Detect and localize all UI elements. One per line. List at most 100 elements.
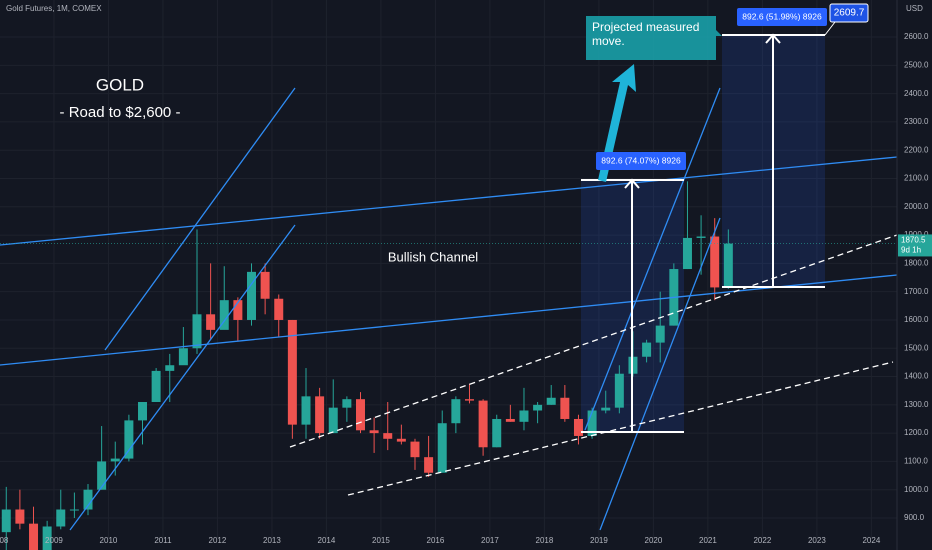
x-tick-label: 2015 <box>372 536 390 545</box>
trend-line <box>584 87 721 431</box>
candle-body <box>287 319 297 425</box>
x-tick-label: 2021 <box>699 536 717 545</box>
candle-body <box>1 509 11 533</box>
candle-body <box>492 418 502 448</box>
candle-body <box>274 298 284 320</box>
candle-body <box>451 399 461 424</box>
y-tick-label: 2000.0 <box>904 202 929 211</box>
chart-subtitle: - Road to $2,600 - <box>60 104 181 121</box>
candle-body <box>29 523 39 550</box>
candle-body <box>301 396 311 425</box>
x-tick-label: 2018 <box>536 536 554 545</box>
candle-body <box>383 433 393 439</box>
y-tick-label: 1400.0 <box>904 372 929 381</box>
candle-body <box>315 396 325 434</box>
y-tick-label: 1100.0 <box>904 457 928 466</box>
candle-body <box>655 325 665 343</box>
trend-line <box>69 224 296 531</box>
candle-body <box>614 373 624 408</box>
x-tick-label: 2011 <box>154 536 172 545</box>
candle-body <box>723 243 733 288</box>
candle-body <box>424 457 434 473</box>
callout <box>586 16 722 60</box>
header: Gold Futures, 1M, COMEX <box>6 4 102 13</box>
trend-line <box>104 87 296 351</box>
x-tick-label: 2024 <box>862 536 880 545</box>
x-tick-label: 2014 <box>318 536 336 545</box>
candle-body <box>15 509 25 524</box>
y-tick-label: 1300.0 <box>904 400 929 409</box>
x-tick-label: 2017 <box>481 536 499 545</box>
y-tick-label: 900.0 <box>904 513 925 522</box>
y-tick-label: 2400.0 <box>904 89 929 98</box>
candle-body <box>97 461 107 490</box>
x-tick-label: 2019 <box>590 536 608 545</box>
candle-body <box>165 365 175 371</box>
candle-body <box>533 404 543 411</box>
candle-body <box>369 430 379 434</box>
candle-body <box>682 237 692 270</box>
candle-body <box>587 410 597 436</box>
y-tick-label: 2100.0 <box>904 174 929 183</box>
candle-body <box>247 271 256 320</box>
y-tick-label: 1500.0 <box>904 343 929 352</box>
candle-body <box>410 441 420 458</box>
dashed-line <box>289 234 898 448</box>
arrow-head <box>765 33 781 44</box>
countdown: 9d 1h <box>901 246 921 255</box>
y-tick-label: 1700.0 <box>904 287 929 296</box>
candle-body <box>69 509 79 511</box>
x-tick-label: 2016 <box>427 536 445 545</box>
target-label: 2609.7 <box>834 8 865 19</box>
trend-line <box>599 217 721 531</box>
candle-body <box>42 526 52 550</box>
leader-line <box>824 21 836 36</box>
candle-body <box>519 410 529 422</box>
candle-body <box>560 397 570 419</box>
candle-body <box>642 342 652 357</box>
measure-label: 892.6 (51.98%) 8926 <box>742 11 822 21</box>
y-tick-label: 1000.0 <box>904 485 929 494</box>
candle-body <box>546 397 556 405</box>
measure-label: 892.6 (74.07%) 8926 <box>601 155 681 165</box>
measure-label-box <box>737 8 827 26</box>
currency: USD <box>906 4 923 13</box>
target-box <box>829 3 869 23</box>
candle-body <box>233 300 243 320</box>
y-tick-label: 2600.0 <box>904 32 929 41</box>
candle-body <box>396 438 406 442</box>
candle-body <box>464 399 474 401</box>
candle-body <box>260 271 270 299</box>
x-tick-label: 2012 <box>209 536 227 545</box>
candle-body <box>710 236 720 288</box>
measure-label-box <box>596 152 686 170</box>
x-tick-label: 2023 <box>808 536 826 545</box>
x-tick-label: 2020 <box>645 536 663 545</box>
candle-body <box>328 407 338 434</box>
last-price-box <box>898 234 932 257</box>
x-tick-label: 2009 <box>45 536 63 545</box>
chart-title: GOLD <box>96 75 144 94</box>
y-tick-label: 2200.0 <box>904 145 929 154</box>
candle-body <box>110 458 120 462</box>
candle-body <box>573 418 583 436</box>
candle-body <box>192 314 202 349</box>
candle-body <box>696 236 706 238</box>
x-tick-label: 2022 <box>753 536 771 545</box>
candle-body <box>601 407 611 411</box>
candle-body <box>505 418 515 422</box>
channel-label: Bullish Channel <box>388 249 478 264</box>
last-price-label: 1870.5 <box>901 236 926 245</box>
candle-body <box>355 399 365 431</box>
candle-body <box>478 400 488 448</box>
y-tick-label: 2500.0 <box>904 60 929 69</box>
candle-body <box>206 314 216 330</box>
candle-body <box>151 370 161 403</box>
channel-line <box>0 274 898 366</box>
price-axis <box>897 0 932 550</box>
y-tick-label: 1600.0 <box>904 315 929 324</box>
candle-body <box>83 489 93 510</box>
callout-text: Projected measured move. <box>592 20 700 48</box>
